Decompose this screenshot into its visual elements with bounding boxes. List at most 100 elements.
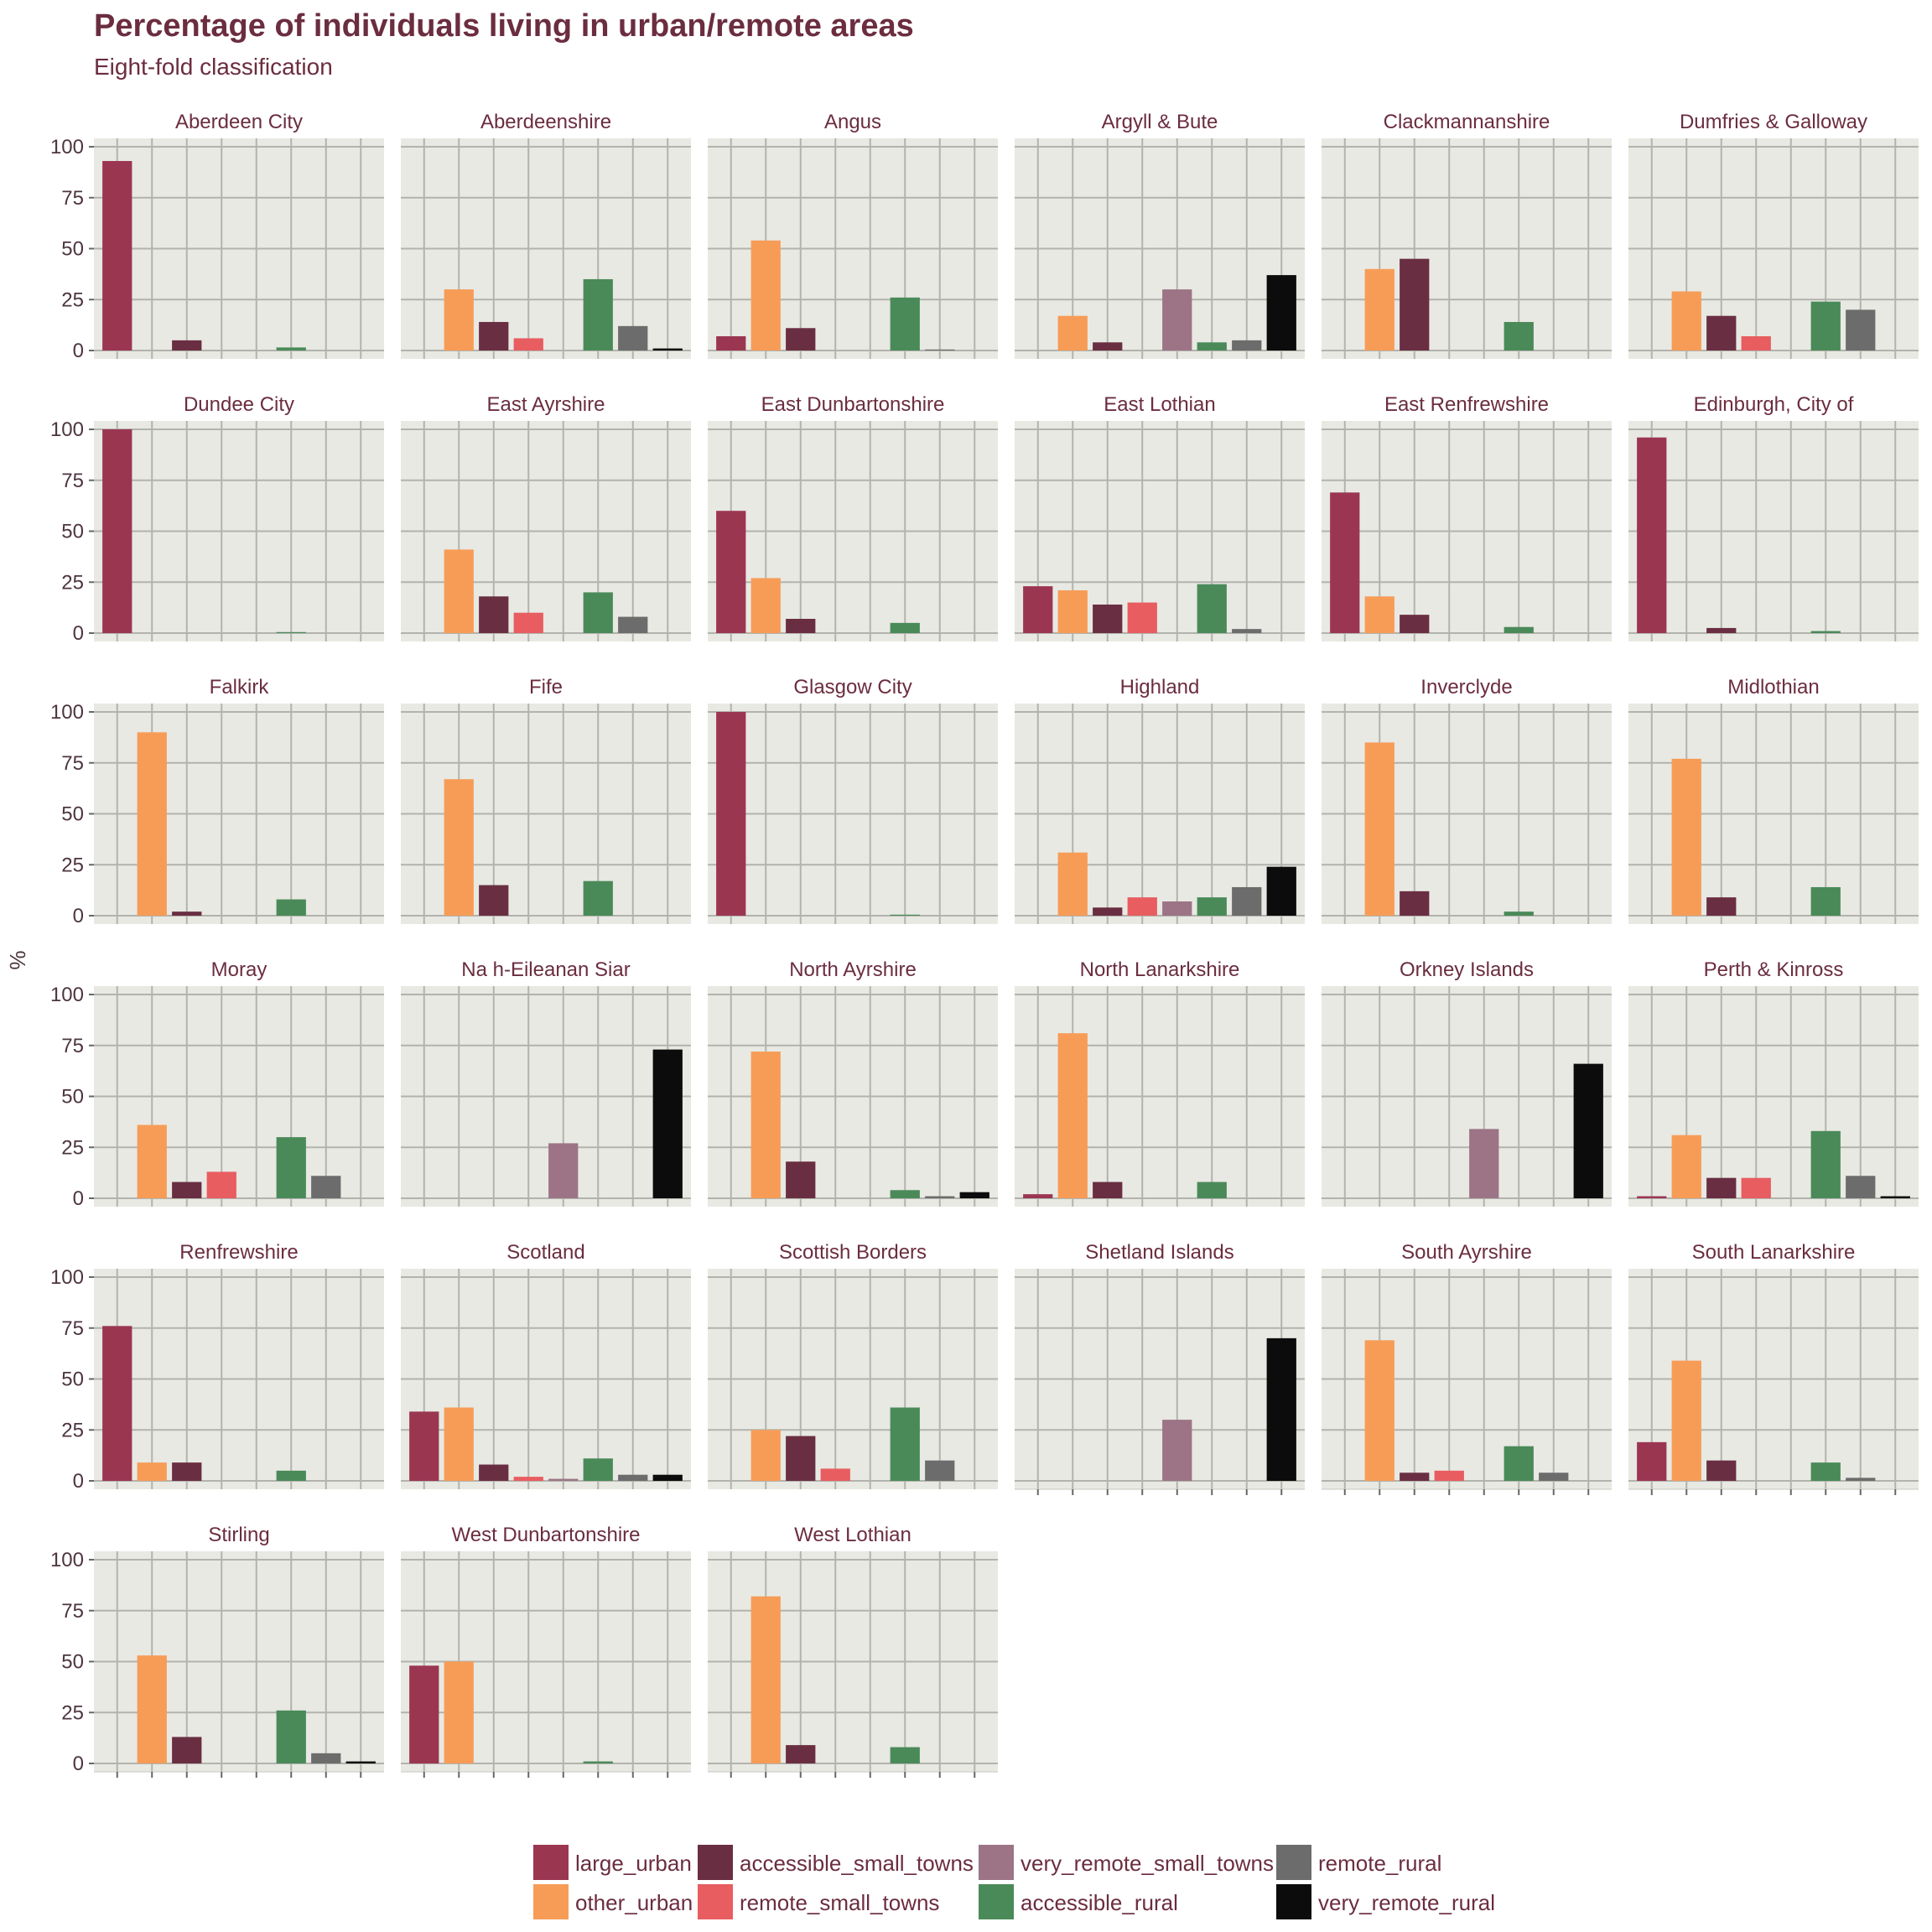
bar-scotland-very-remote-rural	[652, 1474, 683, 1481]
bar-south-ayrshire-accessible-rural	[1504, 1446, 1534, 1481]
panel-title-aberdeen-city: Aberdeen City	[175, 111, 303, 133]
chart-title: Percentage of individuals living in urba…	[94, 8, 914, 44]
bar-perth-kinross-very-remote-rural	[1880, 1196, 1910, 1198]
y-tick-label: 50	[61, 521, 84, 543]
bar-na-h-eileanan-siar-very-remote-small-towns	[548, 1143, 579, 1198]
bar-scotland-accessible-rural	[583, 1458, 613, 1481]
bar-falkirk-accessible-rural	[276, 899, 306, 916]
bar-aberdeenshire-very-remote-rural	[652, 348, 683, 351]
panel-title-east-ayrshire: East Ayrshire	[487, 393, 605, 416]
panel-title-midlothian: Midlothian	[1727, 676, 1819, 699]
panel-title-argyll-bute: Argyll & Bute	[1102, 111, 1218, 133]
bar-south-ayrshire-remote-small-towns	[1434, 1470, 1464, 1481]
bar-midlothian-accessible-rural	[1810, 886, 1841, 916]
y-tick-label: 0	[73, 1187, 84, 1210]
legend-label-remote-rural: remote_rural	[1318, 1851, 1441, 1876]
bar-west-lothian-other-urban	[750, 1596, 781, 1763]
bar-edinburgh-city-of-accessible-small-towns	[1706, 627, 1737, 633]
bar-argyll-bute-very-remote-small-towns	[1162, 289, 1192, 351]
legend-label-accessible-rural: accessible_rural	[1021, 1890, 1178, 1915]
bar-north-ayrshire-remote-rural	[925, 1196, 955, 1198]
bar-shetland-islands-very-remote-small-towns	[1162, 1420, 1192, 1481]
bar-midlothian-other-urban	[1671, 758, 1701, 916]
bar-scotland-remote-small-towns	[513, 1477, 543, 1481]
panel-title-inverclyde: Inverclyde	[1420, 676, 1512, 699]
y-tick-label: 50	[61, 803, 84, 826]
panel-title-glasgow-city: Glasgow City	[793, 676, 911, 699]
bar-highland-accessible-rural	[1197, 897, 1227, 916]
bar-east-ayrshire-accessible-rural	[583, 592, 613, 633]
bar-na-h-eileanan-siar-very-remote-rural	[652, 1049, 683, 1198]
bar-scotland-remote-rural	[618, 1474, 648, 1481]
bar-east-renfrewshire-accessible-rural	[1504, 626, 1534, 633]
legend-swatch-accessible-rural	[979, 1884, 1014, 1919]
bar-east-renfrewshire-other-urban	[1364, 596, 1394, 633]
bar-fife-accessible-rural	[583, 880, 613, 916]
bar-west-dunbartonshire-large-urban	[409, 1665, 439, 1763]
y-tick-label: 0	[73, 1470, 84, 1493]
bar-inverclyde-other-urban	[1364, 742, 1394, 916]
bar-aberdeenshire-accessible-rural	[583, 278, 613, 351]
y-tick-label: 50	[61, 1651, 84, 1674]
bar-aberdeen-city-large-urban	[102, 161, 132, 351]
legend-swatch-other-urban	[533, 1884, 569, 1919]
legend-label-remote-small-towns: remote_small_towns	[740, 1890, 939, 1915]
panel-title-dumfries-galloway: Dumfries & Galloway	[1680, 111, 1867, 133]
bar-orkney-islands-very-remote-rural	[1573, 1063, 1603, 1198]
bar-south-lanarkshire-accessible-small-towns	[1706, 1460, 1737, 1481]
bar-aberdeenshire-remote-rural	[618, 325, 648, 351]
panel-title-orkney-islands: Orkney Islands	[1400, 958, 1534, 981]
y-tick-label: 100	[50, 984, 84, 1006]
bar-scottish-borders-accessible-rural	[890, 1407, 920, 1481]
legend-label-very-remote-small-towns: very_remote_small_towns	[1021, 1851, 1274, 1876]
bar-east-lothian-other-urban	[1057, 589, 1088, 633]
bar-west-lothian-accessible-rural	[890, 1747, 920, 1763]
bar-aberdeenshire-other-urban	[444, 289, 474, 351]
y-tick-label: 100	[50, 701, 84, 724]
bar-east-lothian-remote-rural	[1232, 629, 1262, 633]
y-tick-label: 75	[61, 187, 84, 210]
bar-highland-other-urban	[1057, 852, 1088, 916]
bar-falkirk-accessible-small-towns	[172, 911, 202, 916]
bar-glasgow-city-large-urban	[716, 712, 746, 916]
legend-label-accessible-small-towns: accessible_small_towns	[740, 1851, 974, 1876]
y-tick-label: 75	[61, 1035, 84, 1057]
bar-moray-accessible-rural	[276, 1137, 306, 1198]
panel-title-north-ayrshire: North Ayrshire	[789, 958, 917, 981]
panel-title-perth-kinross: Perth & Kinross	[1704, 958, 1844, 981]
y-tick-label: 100	[50, 1549, 84, 1571]
bar-dumfries-galloway-remote-small-towns	[1741, 335, 1771, 351]
bar-renfrewshire-other-urban	[137, 1462, 167, 1481]
bar-argyll-bute-very-remote-rural	[1266, 275, 1296, 351]
legend-swatch-remote-rural	[1276, 1845, 1311, 1880]
panel-title-east-lothian: East Lothian	[1104, 393, 1215, 416]
bar-angus-other-urban	[750, 240, 781, 351]
bar-clackmannanshire-accessible-small-towns	[1400, 258, 1430, 351]
bar-scottish-borders-accessible-small-towns	[786, 1436, 816, 1481]
panel-title-scotland: Scotland	[506, 1241, 584, 1264]
bar-east-dunbartonshire-large-urban	[716, 511, 746, 633]
bar-dumfries-galloway-other-urban	[1671, 291, 1701, 351]
bar-perth-kinross-large-urban	[1637, 1196, 1667, 1198]
panel-title-scottish-borders: Scottish Borders	[779, 1241, 927, 1264]
y-tick-label: 0	[73, 340, 84, 362]
panel-title-falkirk: Falkirk	[210, 676, 270, 699]
bar-north-ayrshire-other-urban	[750, 1052, 781, 1198]
bar-north-lanarkshire-large-urban	[1023, 1194, 1053, 1198]
panel-title-highland: Highland	[1120, 676, 1200, 699]
bar-west-dunbartonshire-accessible-rural	[583, 1761, 613, 1763]
y-tick-label: 25	[61, 1419, 84, 1441]
bar-moray-accessible-small-towns	[172, 1182, 202, 1198]
y-tick-label: 25	[61, 571, 84, 594]
y-tick-label: 25	[61, 1701, 84, 1724]
bar-east-dunbartonshire-other-urban	[750, 578, 781, 633]
bar-dumfries-galloway-accessible-rural	[1810, 301, 1841, 351]
bar-moray-remote-rural	[311, 1176, 341, 1198]
bar-highland-remote-rural	[1232, 886, 1262, 916]
legend-label-large-urban: large_urban	[575, 1851, 692, 1876]
panel-title-na-h-eileanan-siar: Na h-Eileanan Siar	[461, 958, 630, 981]
bar-edinburgh-city-of-accessible-rural	[1810, 631, 1841, 633]
y-tick-label: 25	[61, 854, 84, 876]
y-tick-label: 25	[61, 1136, 84, 1159]
